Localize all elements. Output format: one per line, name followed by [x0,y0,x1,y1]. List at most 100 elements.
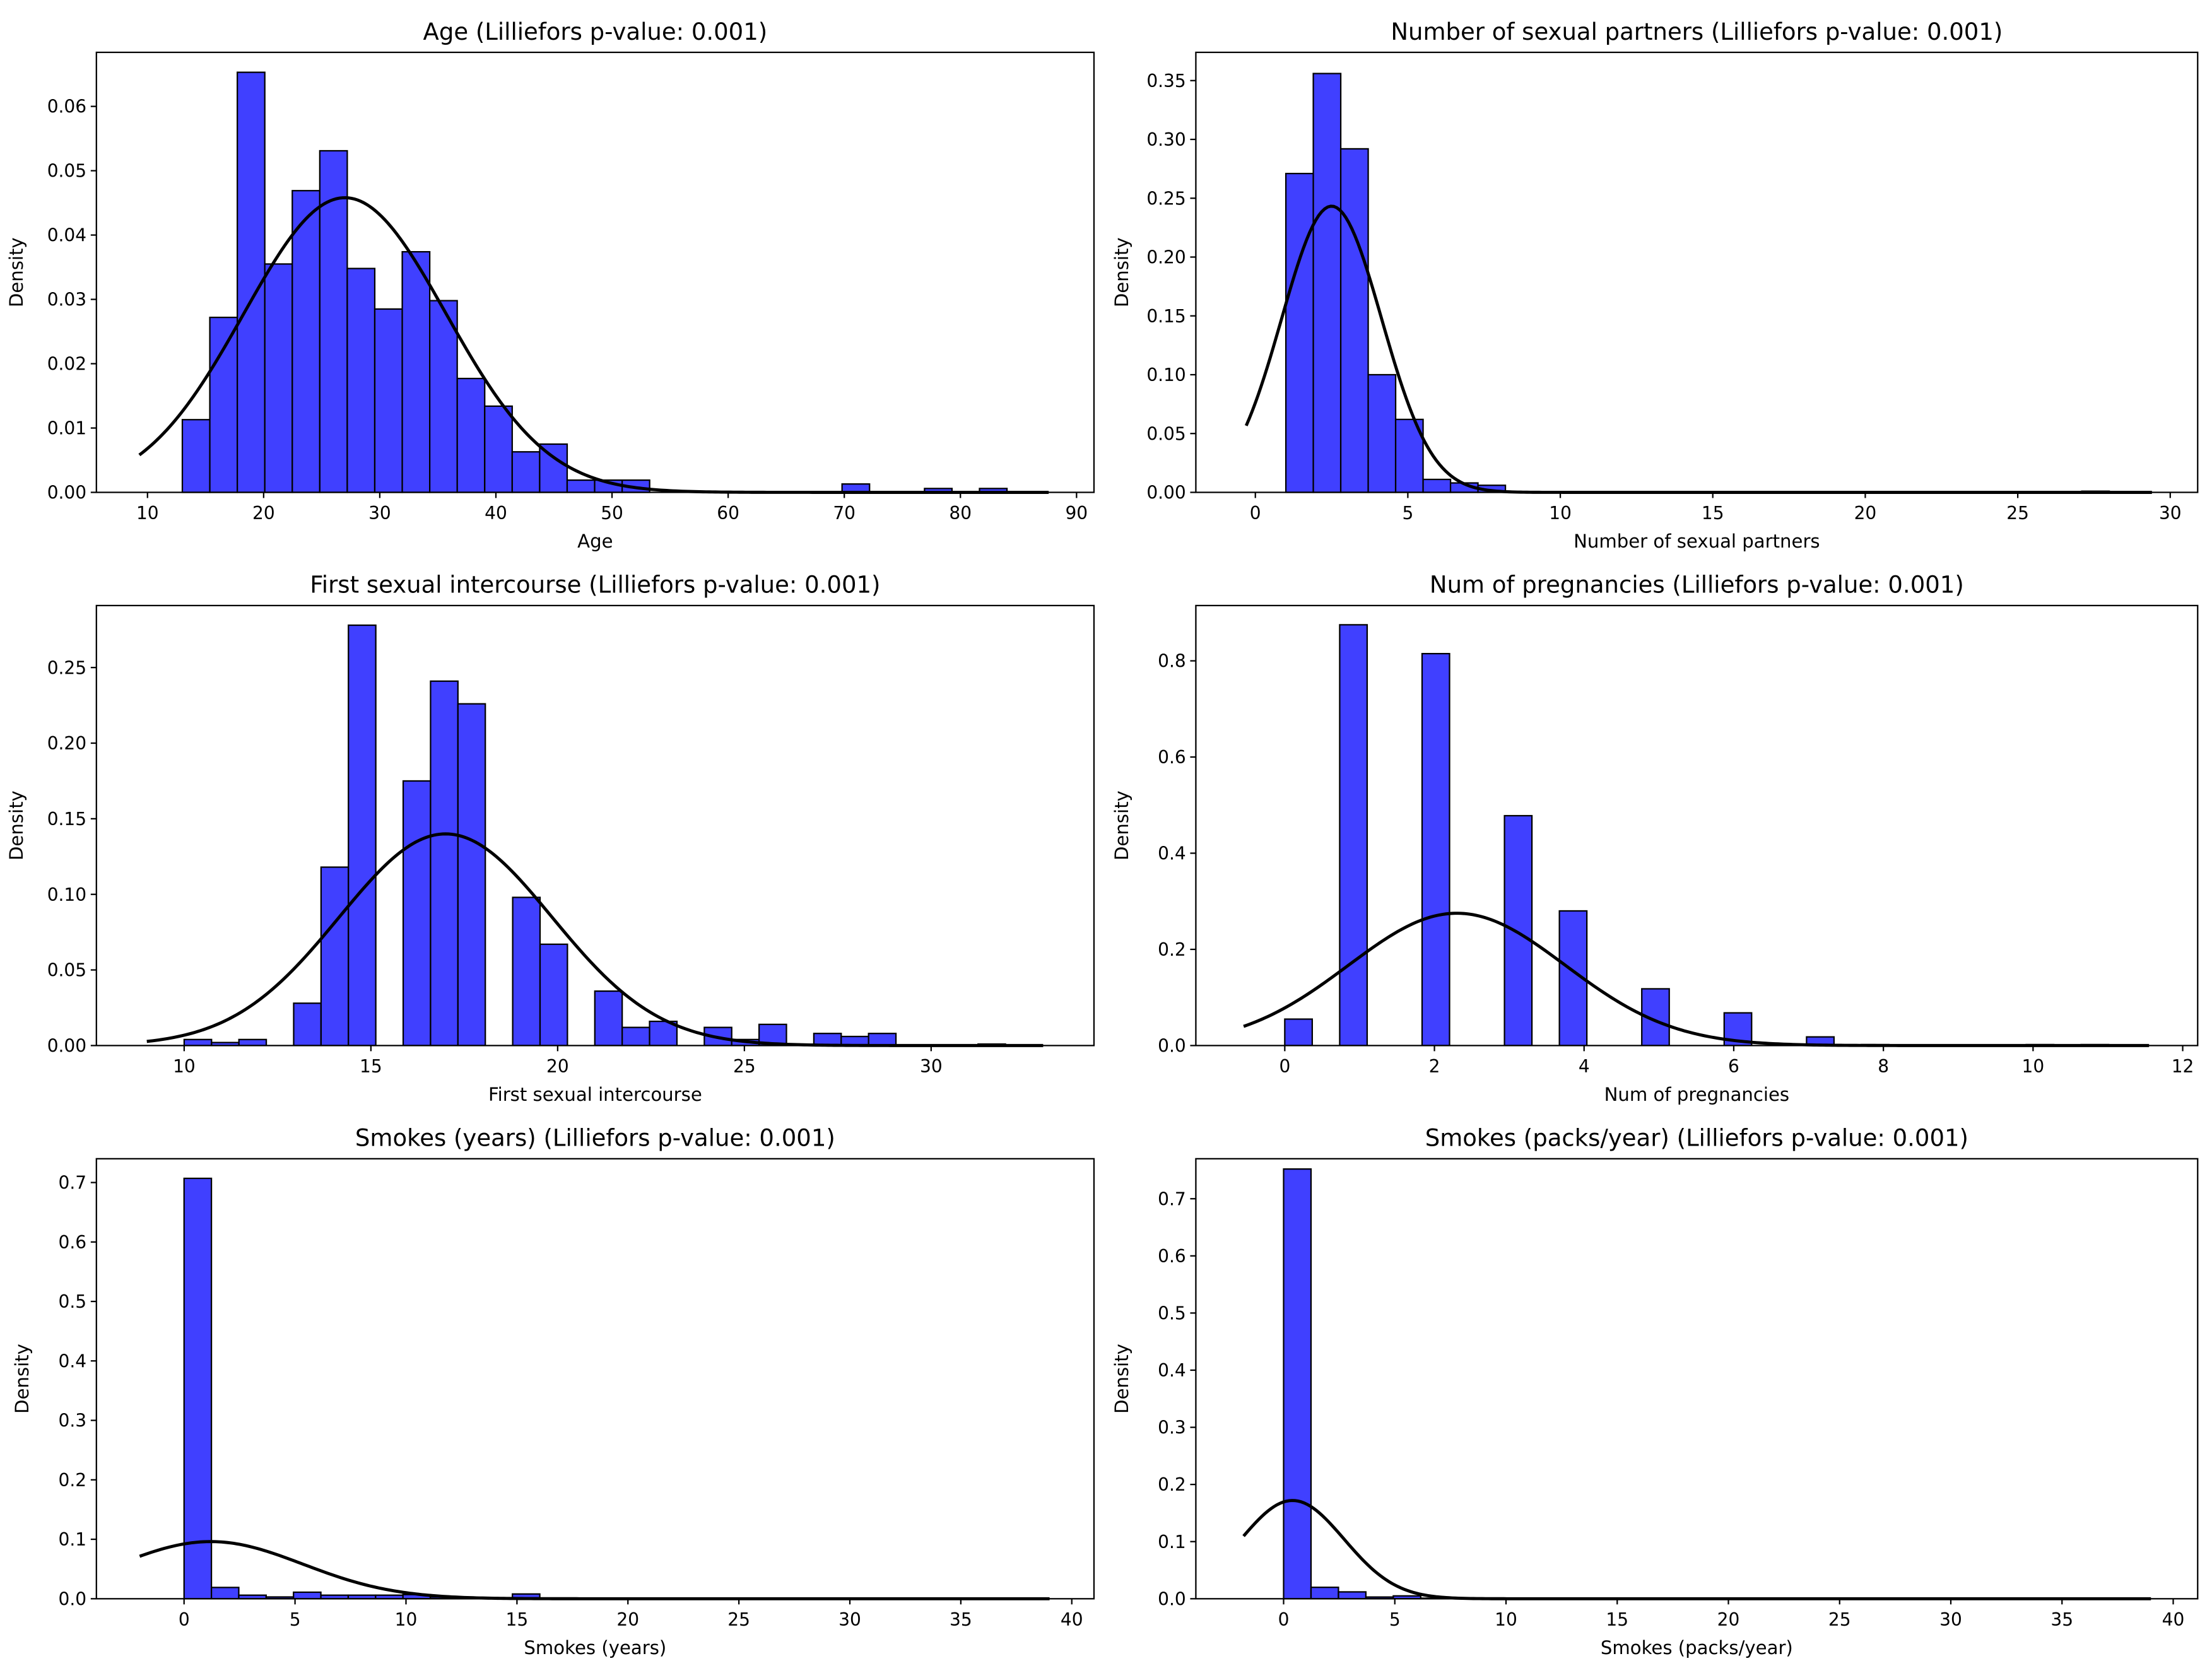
axes-frame [95,604,1095,1047]
histogram-bar [1339,624,1368,1047]
axes-frame [95,1158,1095,1600]
y-tick-label: 0.6 [1158,747,1186,768]
histogram-bar [429,300,458,493]
histogram-bar [512,896,541,1047]
y-axis-label: Density [1111,1344,1132,1414]
x-tick-label: 10 [173,1056,196,1077]
normal-fit-curve [1242,1499,2151,1600]
x-tick-label: 50 [601,503,623,524]
x-axis-label: Num of pregnancies [1604,1084,1790,1105]
y-tick-label: 0.00 [47,1035,86,1056]
x-tick-label: 6 [1728,1056,1739,1077]
chart-title: Smokes (years) (Lilliefors p-value: 0.00… [355,1125,835,1152]
y-tick-label: 0.25 [47,657,86,678]
x-tick-label: 30 [920,1056,943,1077]
x-tick-label: 5 [1389,1609,1401,1630]
y-tick-label: 0.20 [47,733,86,754]
histogram-bar [594,990,623,1047]
histogram-bar [1285,172,1314,493]
x-tick-label: 25 [733,1056,756,1077]
x-tick-label: 20 [546,1056,569,1077]
x-tick-label: 5 [290,1609,301,1630]
histogram-bar [181,419,211,493]
subplot-5: 0 5 10 15 20 25 30 35 40 0.0 0.1 0.2 0.3 0.4 0.5 0.6 0.7… [11,1125,1095,1658]
histogram-bar [539,943,568,1047]
y-axis-label: Density [11,1344,33,1414]
axes-frame [95,51,1095,493]
x-tick-label: 0 [1279,1056,1290,1077]
y-tick-label: 0.6 [59,1232,87,1253]
y-tick-label: 0.0 [1158,1588,1186,1609]
y-tick-label: 0.25 [1146,188,1185,209]
y-tick-label: 0.7 [59,1173,87,1194]
subplot-1: 10 20 30 40 50 60 70 80 90 0.00 0.01 0.02 0.03 0.04 0.… [6,18,1095,552]
y-tick-label: 0.6 [1158,1246,1186,1267]
histogram-bar [291,190,321,493]
y-tick-label: 0.3 [1158,1417,1186,1438]
y-tick-label: 0.7 [1158,1189,1186,1209]
chart-title: Age (Lilliefors p-value: 0.001) [423,18,768,45]
y-tick-label: 0.01 [47,418,86,439]
y-tick-label: 0.05 [47,960,86,981]
x-axis-label: Smokes (packs/year) [1601,1637,1793,1658]
x-tick-label: 10 [1549,503,1572,524]
histogram-bar [430,680,459,1047]
histogram-bar [238,1038,268,1047]
y-tick-label: 0.2 [1158,1474,1186,1495]
subplot-4: 0 2 4 6 8 10 12 0.0 0.2 0.4 0.6 0.8 Num of pregnanci… [1111,572,2199,1105]
y-tick-label: 0.2 [1158,939,1186,960]
x-axis-label: Number of sexual partners [1574,531,1820,552]
histogram-bar [456,377,486,493]
normal-fit-curve [1243,912,2150,1047]
subplot-6: 0 5 10 15 20 25 30 35 40 0.0 0.1 0.2 0.3 0.4 0.5 0.6 0.7… [1111,1125,2199,1658]
y-tick-label: 0.00 [47,483,86,503]
x-tick-label: 40 [2162,1609,2185,1630]
histogram-bar [348,624,377,1047]
histogram-bar [1312,73,1342,493]
chart-title: First sexual intercourse (Lilliefors p-v… [310,572,880,599]
histogram-bar [183,1038,213,1047]
x-tick-label: 70 [833,503,856,524]
x-tick-label: 40 [1061,1609,1083,1630]
histogram-bar [1338,1591,1367,1600]
histogram-bar [1284,1018,1314,1047]
x-tick-label: 0 [179,1609,190,1630]
histogram-bar [293,1591,322,1600]
histogram-bar [1394,418,1424,493]
y-tick-label: 0.2 [59,1470,87,1491]
x-tick-label: 30 [368,503,391,524]
histogram-bar [457,703,486,1047]
x-tick-label: 10 [1495,1609,1517,1630]
x-axis-label: First sexual intercourse [488,1084,702,1105]
histogram-bar [1367,373,1397,493]
chart-title: Number of sexual partners (Lilliefors p-… [1391,18,2003,45]
y-tick-label: 0.4 [1158,843,1186,864]
y-axis-label: Density [1111,790,1132,860]
histogram-bar [319,150,348,493]
x-tick-label: 25 [1828,1609,1851,1630]
x-axis-label: Smokes (years) [524,1637,666,1658]
y-tick-label: 0.10 [1146,365,1185,385]
histogram-bar [209,316,238,493]
x-tick-label: 8 [1878,1056,1889,1077]
x-tick-label: 15 [1702,503,1724,524]
normal-fit-curve [139,1540,1050,1600]
y-tick-label: 0.04 [47,225,86,246]
x-tick-label: 2 [1429,1056,1440,1077]
y-tick-label: 0.5 [59,1291,87,1312]
histogram-bar [511,451,541,493]
histogram-bar [1422,478,1452,493]
chart-title: Num of pregnancies (Lilliefors p-value: … [1430,572,1964,599]
y-axis-label: Density [6,790,27,860]
y-tick-label: 0.02 [47,354,86,375]
y-tick-label: 0.05 [47,161,86,182]
histogram-bar [1503,814,1533,1047]
x-tick-label: 20 [616,1609,639,1630]
histogram-bar [320,866,350,1047]
axes-frame [1195,1158,2199,1600]
y-tick-label: 0.35 [1146,71,1185,91]
x-tick-label: 20 [1717,1609,1740,1630]
x-tick-label: 0 [1250,503,1261,524]
x-tick-label: 80 [949,503,972,524]
